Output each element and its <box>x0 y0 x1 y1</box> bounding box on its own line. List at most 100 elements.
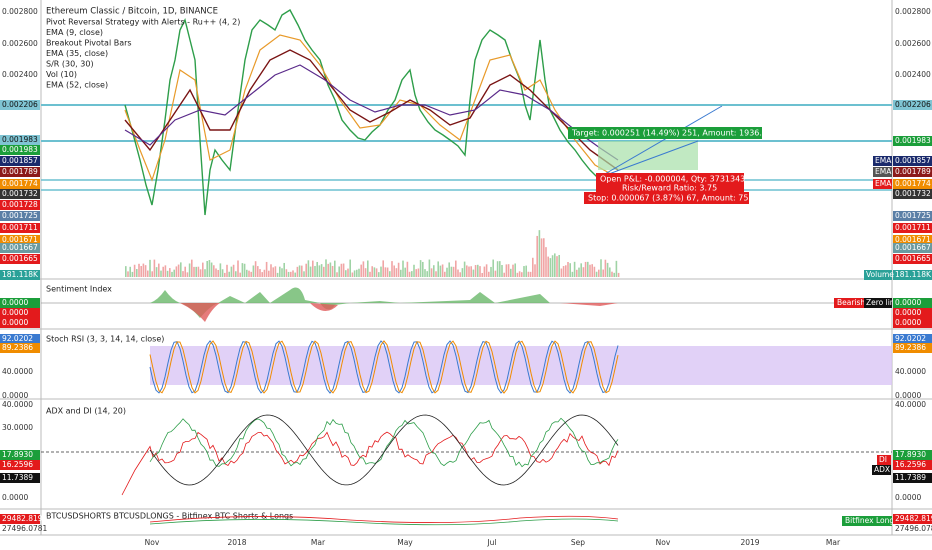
price-label: 0.001774 <box>895 179 931 188</box>
axis-labels: 0.002800 0.002600 0.002400 0.002206 0.001983… <box>0 7 932 547</box>
volume-bar <box>510 268 512 277</box>
price-label: 0.001667 <box>895 243 931 252</box>
volume-bar <box>327 263 329 277</box>
volume-bar <box>461 268 464 277</box>
price-label-bg <box>0 167 40 177</box>
price-label: 0.002600 <box>2 39 38 48</box>
volume-bar <box>441 264 444 277</box>
volume-bar <box>573 261 576 277</box>
axis-label: 17.8930 <box>895 450 926 459</box>
volume-bar <box>158 263 160 277</box>
volume-bar <box>292 270 294 277</box>
volume-bar <box>171 271 173 277</box>
volume-bar <box>595 271 598 277</box>
panel-title: BTCUSDSHORTS BTCUSDLONGS - Bitfinex BTC … <box>46 512 293 521</box>
volume-bar <box>169 268 171 277</box>
volume-bar <box>261 272 263 277</box>
volume-bar <box>518 271 521 277</box>
volume-bar <box>411 271 413 277</box>
stoch-band <box>150 346 892 385</box>
volume-bar <box>303 271 305 277</box>
volume-bar <box>455 260 457 277</box>
volume-bar <box>382 260 384 277</box>
volume-bar <box>254 261 257 277</box>
volume-bar <box>265 261 268 277</box>
rr-label: Risk/Reward Ratio: 3.75 <box>622 184 717 193</box>
price-label: 181.118K <box>895 270 932 279</box>
x-axis-label: Sep <box>571 538 585 547</box>
price-label: 0.001725 <box>2 211 38 220</box>
volume-bar <box>472 269 475 277</box>
legend-tag-text: Bearish <box>837 298 865 307</box>
volume-bar <box>578 267 580 277</box>
x-axis-label: May <box>397 538 413 547</box>
volume-bar <box>615 260 618 277</box>
volume-bar <box>285 269 288 277</box>
price-label: 0.001857 <box>895 156 931 165</box>
volume-bar <box>604 259 607 277</box>
volume-bar <box>298 265 301 277</box>
axis-label: 11.7389 <box>2 473 33 482</box>
axis-label-bg <box>893 514 932 524</box>
volume-bar <box>246 269 248 277</box>
indicator-name: EMA (35, close) <box>46 49 108 58</box>
volume-bar <box>290 271 292 277</box>
price-label-bg <box>893 211 932 221</box>
volume-bar <box>186 272 189 277</box>
volume-bar <box>208 260 211 277</box>
price-label: 0.001671 <box>2 235 38 244</box>
volume-bar <box>367 260 369 277</box>
volume-bar <box>334 260 336 277</box>
panel-title: Stoch RSI (3, 3, 14, 14, close) <box>46 335 164 344</box>
volume-bar <box>419 260 422 277</box>
ema-tag-bg <box>873 156 892 166</box>
price-label-bg <box>0 145 40 155</box>
volume-bar <box>224 272 226 277</box>
price-label: 0.001857 <box>2 156 38 165</box>
price-label-bg <box>893 136 932 146</box>
series-tag: ADX <box>874 465 890 474</box>
volume-bar <box>569 263 571 277</box>
volume-bar <box>160 270 162 277</box>
ema-line <box>124 49 619 171</box>
volume-bar <box>340 263 343 277</box>
price-label: 0.001789 <box>895 167 931 176</box>
x-axis-label: Mar <box>311 538 326 547</box>
volume-bar <box>263 269 266 277</box>
volume-bar <box>325 259 327 277</box>
volume-bar <box>439 265 442 277</box>
volume-bar <box>353 270 356 277</box>
volume-bar <box>565 265 567 277</box>
volume-bar <box>545 247 547 277</box>
axis-label: 0.0000 <box>895 298 921 307</box>
volume-bar <box>259 269 261 277</box>
volume-bar <box>279 266 281 277</box>
target-zone <box>598 141 698 170</box>
axis-label-bg <box>893 473 932 483</box>
volume-bar <box>202 262 204 277</box>
volume-bar <box>362 261 365 277</box>
price-label-bg <box>0 223 40 233</box>
projection-arrow <box>597 105 723 179</box>
axis-label: 0.0000 <box>895 391 921 400</box>
volume-bar <box>155 267 158 277</box>
sentiment-area <box>150 287 618 318</box>
axis-label: 92.0202 <box>2 334 33 343</box>
volume-bar <box>281 268 283 277</box>
volume-bar <box>477 264 479 277</box>
volume-bar <box>551 255 554 277</box>
volume-bar <box>226 264 228 277</box>
volume-bar <box>543 238 545 277</box>
volume-bar <box>133 264 136 277</box>
price-label: 0.002206 <box>895 100 931 109</box>
volume-bar <box>162 266 164 277</box>
volume-bar <box>175 266 178 277</box>
volume-bar <box>204 269 206 277</box>
volume-bar <box>435 271 437 277</box>
volume-bar <box>336 272 338 277</box>
indicator-name: Breakout Pivotal Bars <box>46 39 132 48</box>
volume-bar <box>375 268 378 277</box>
volume-bar <box>191 259 193 277</box>
projection-line <box>597 140 699 179</box>
volume-bar <box>468 266 470 277</box>
